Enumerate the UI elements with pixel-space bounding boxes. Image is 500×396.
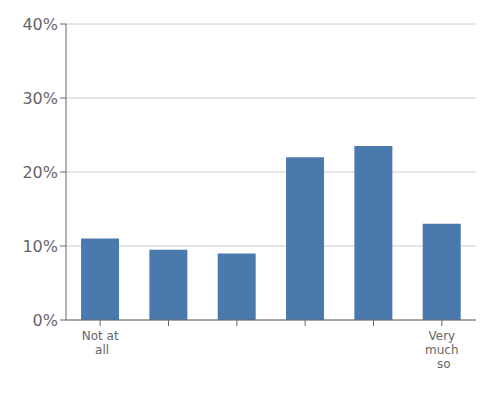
svg-text:0%: 0% [33,311,58,330]
svg-text:Not at all: Not at all [82,329,119,357]
svg-text:Verymuch so: Verymuch so [425,329,459,371]
svg-text:40%: 40% [22,15,58,34]
svg-text:30%: 30% [22,89,58,108]
svg-text:10%: 10% [22,237,58,256]
svg-text:20%: 20% [22,163,58,182]
